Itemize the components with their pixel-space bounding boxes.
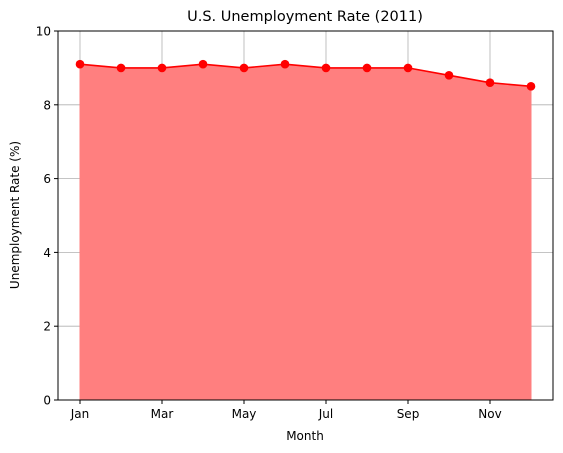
y-tick-label: 4: [43, 246, 51, 260]
data-point-aug: [362, 63, 372, 73]
y-axis-label: Unemployment Rate (%): [8, 141, 22, 289]
y-tick-label: 10: [36, 25, 51, 39]
data-point-jun: [280, 59, 290, 69]
x-tick-label: Mar: [151, 407, 174, 421]
data-point-jul: [321, 63, 331, 73]
y-tick-label: 6: [43, 172, 51, 186]
x-tick-label: Sep: [397, 407, 420, 421]
data-point-may: [239, 63, 249, 73]
y-tick-label: 0: [43, 394, 51, 408]
x-tick-label: Nov: [478, 407, 501, 421]
y-tick-label: 8: [43, 98, 51, 112]
area-fill-layer: [79, 63, 532, 401]
plot-frame: [57, 30, 554, 401]
y-axis: 0 2 4 6 8 10: [36, 25, 58, 408]
series-line-layer: [79, 63, 532, 88]
data-point-jan: [75, 59, 85, 69]
data-point-feb: [116, 63, 126, 73]
x-tick-label: Jan: [70, 407, 90, 421]
x-axis: Jan Mar May Jul Sep Nov: [70, 400, 502, 421]
data-point-mar: [157, 63, 167, 73]
data-points: [75, 59, 536, 91]
data-point-dec: [526, 82, 536, 91]
data-point-sep: [403, 63, 413, 73]
data-point-nov: [485, 78, 495, 87]
series-line: [79, 63, 532, 88]
area-fill: [79, 63, 532, 401]
data-point-oct: [444, 70, 454, 80]
chart-title: U.S. Unemployment Rate (2011): [187, 9, 423, 25]
x-axis-label: Month: [286, 429, 324, 443]
x-tick-label: May: [232, 407, 257, 421]
y-tick-label: 2: [43, 320, 51, 334]
x-tick-label: Jul: [318, 407, 333, 421]
data-point-apr: [198, 59, 208, 69]
